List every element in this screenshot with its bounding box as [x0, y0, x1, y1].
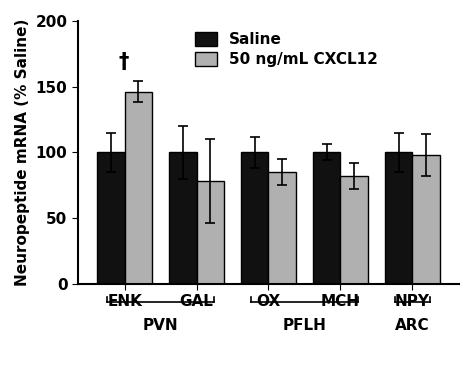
Bar	[97, 152, 125, 283]
Text: ARC: ARC	[395, 318, 429, 333]
Bar	[385, 152, 412, 283]
Legend: Saline, 50 ng/mL CXCL12: Saline, 50 ng/mL CXCL12	[192, 29, 381, 71]
Text: PVN: PVN	[143, 318, 178, 333]
Bar	[313, 152, 340, 283]
Text: PFLH: PFLH	[283, 318, 327, 333]
Y-axis label: Neuropeptide mRNA (% Saline): Neuropeptide mRNA (% Saline)	[15, 18, 30, 286]
Bar	[241, 152, 268, 283]
Bar	[340, 176, 368, 283]
Bar	[268, 172, 296, 283]
Bar	[169, 152, 197, 283]
Bar	[197, 181, 224, 283]
Bar	[125, 92, 152, 283]
Text: †: †	[118, 52, 128, 72]
Bar	[412, 155, 439, 283]
